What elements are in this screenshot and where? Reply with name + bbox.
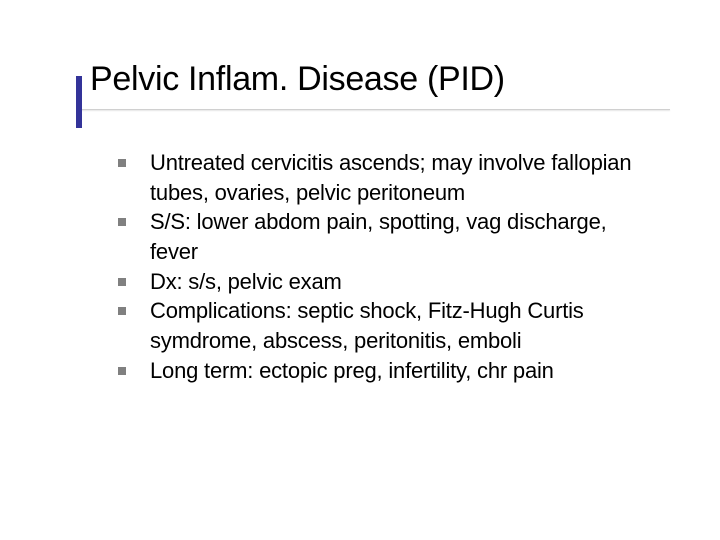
- title-accent-bar: [76, 76, 82, 128]
- square-bullet-icon: [118, 307, 126, 315]
- slide-title: Pelvic Inflam. Disease (PID): [90, 60, 660, 99]
- bullet-text: Dx: s/s, pelvic exam: [150, 267, 342, 297]
- list-item: Complications: septic shock, Fitz-Hugh C…: [118, 296, 660, 355]
- square-bullet-icon: [118, 159, 126, 167]
- bullet-text: Complications: septic shock, Fitz-Hugh C…: [150, 296, 660, 355]
- list-item: Dx: s/s, pelvic exam: [118, 267, 660, 297]
- list-item: Untreated cervicitis ascends; may involv…: [118, 148, 660, 207]
- bullet-text: Long term: ectopic preg, infertility, ch…: [150, 356, 554, 386]
- square-bullet-icon: [118, 218, 126, 226]
- list-item: S/S: lower abdom pain, spotting, vag dis…: [118, 207, 660, 266]
- square-bullet-icon: [118, 278, 126, 286]
- slide: Pelvic Inflam. Disease (PID) Untreated c…: [0, 0, 720, 540]
- title-underline: [80, 109, 670, 110]
- list-item: Long term: ectopic preg, infertility, ch…: [118, 356, 660, 386]
- bullet-text: Untreated cervicitis ascends; may involv…: [150, 148, 660, 207]
- slide-body: Untreated cervicitis ascends; may involv…: [90, 148, 660, 386]
- square-bullet-icon: [118, 367, 126, 375]
- bullet-text: S/S: lower abdom pain, spotting, vag dis…: [150, 207, 660, 266]
